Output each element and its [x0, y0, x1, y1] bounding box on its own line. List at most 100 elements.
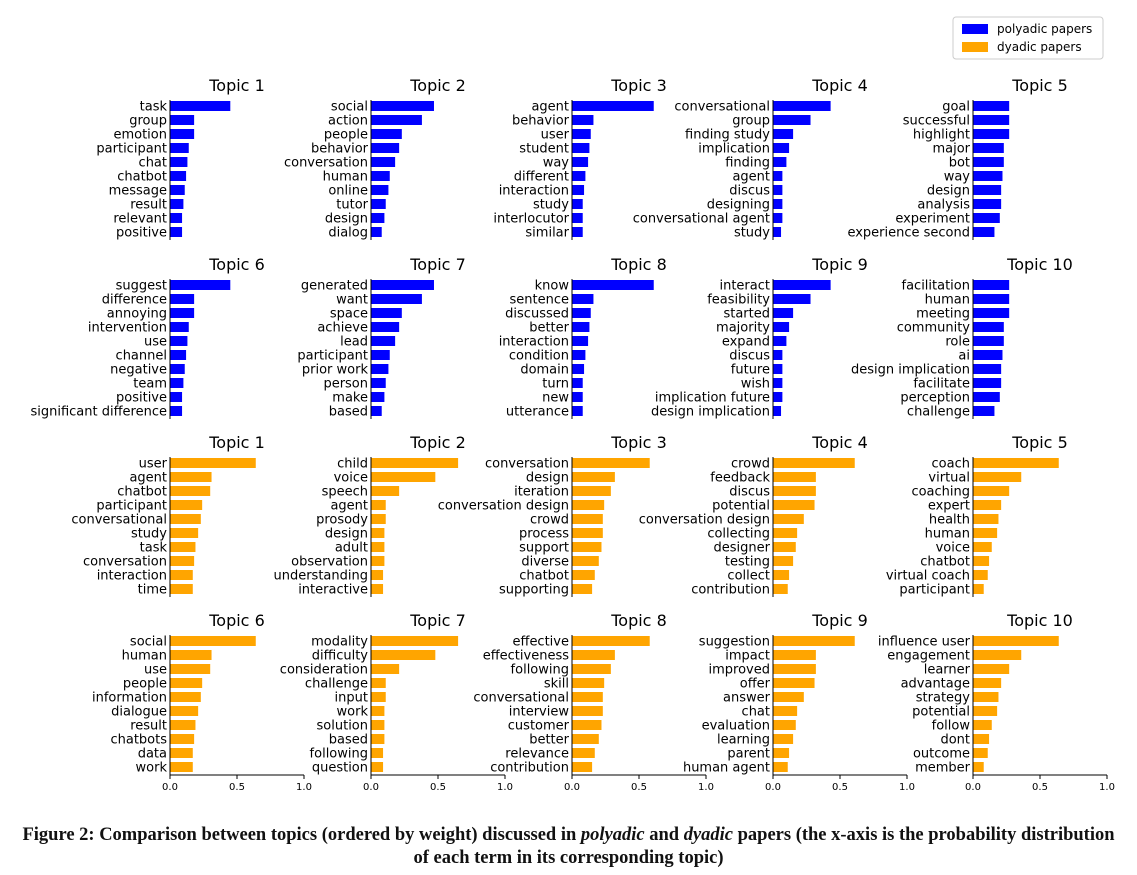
figure-caption: Figure 2: Comparison between topics (ord…: [20, 824, 1117, 870]
bar: [170, 115, 195, 125]
category-label: human agent: [683, 761, 770, 776]
category-label: human: [925, 527, 970, 542]
category-label: collecting: [707, 527, 770, 542]
bar: [773, 364, 783, 374]
bar: [371, 500, 386, 510]
category-label: behavior: [512, 114, 570, 129]
category-label: similar: [525, 226, 569, 241]
bar: [371, 584, 384, 594]
bar: [773, 748, 790, 758]
category-label: message: [109, 184, 167, 199]
category-label: human: [323, 170, 368, 185]
category-label: people: [123, 677, 167, 692]
bar: [170, 322, 189, 332]
category-label: chatbot: [117, 485, 167, 500]
category-label: design: [927, 184, 970, 199]
category-label: know: [535, 279, 570, 294]
bar: [371, 143, 400, 153]
category-label: conversation design: [639, 513, 770, 528]
bar: [572, 528, 603, 538]
category-label: crowd: [530, 513, 569, 528]
category-label: crowd: [731, 457, 770, 472]
category-label: finding: [725, 156, 770, 171]
bar: [170, 706, 199, 716]
bar: [572, 350, 586, 360]
x-tick-label: 0.5: [229, 782, 245, 793]
bar: [773, 458, 855, 468]
category-label: use: [144, 335, 167, 350]
bar: [371, 280, 434, 290]
topic-panel: Topic 5 coachvirtualcoachingexperthealthh…: [886, 433, 1068, 598]
bar: [773, 584, 788, 594]
category-label: study: [131, 527, 167, 542]
bar: [170, 556, 195, 566]
category-label: diverse: [521, 555, 569, 570]
category-label: following: [310, 747, 368, 762]
category-label: health: [929, 513, 970, 528]
category-label: modality: [311, 635, 368, 650]
topic-panel: Topic 7 modalitydifficultyconsiderationch…: [280, 611, 513, 793]
category-label: interaction: [499, 335, 569, 350]
bar: [371, 336, 396, 346]
bar: [572, 678, 605, 688]
category-label: parent: [727, 747, 770, 762]
category-label: student: [519, 142, 569, 157]
category-label: observation: [291, 555, 368, 570]
bar: [773, 143, 790, 153]
bar: [773, 171, 783, 181]
topic-panel: Topic 3 conversationdesigniterationconver…: [438, 433, 667, 598]
category-label: time: [138, 583, 167, 598]
category-label: intervention: [88, 321, 167, 336]
bar: [773, 556, 794, 566]
panel-title: Topic 8: [610, 611, 667, 630]
legend: polyadic papers dyadic papers: [952, 16, 1104, 60]
bar: [371, 227, 382, 237]
bar: [572, 486, 611, 496]
bar: [572, 392, 583, 402]
category-label: prior work: [302, 363, 369, 378]
category-label: group: [732, 114, 770, 129]
category-label: designer: [714, 541, 771, 556]
bar: [572, 748, 595, 758]
bar: [371, 664, 400, 674]
category-label: interview: [509, 705, 570, 720]
bar: [973, 213, 1000, 223]
category-label: suggest: [116, 279, 167, 294]
category-label: chatbot: [920, 555, 970, 570]
bar: [973, 336, 1004, 346]
topic-panel: Topic 6 suggestdifferenceannoyinginterven…: [30, 255, 264, 420]
panel-title: Topic 2: [409, 433, 466, 452]
bar: [170, 280, 231, 290]
bar: [773, 486, 816, 496]
category-label: iteration: [514, 485, 569, 500]
bar: [371, 322, 400, 332]
bar: [170, 472, 212, 482]
category-label: designing: [707, 198, 770, 213]
bar: [973, 762, 984, 772]
caption-suffix: papers (the x-axis is the probability di…: [413, 825, 1115, 868]
category-label: participant: [297, 349, 368, 364]
bar: [170, 734, 195, 744]
legend-frame: [952, 16, 1104, 60]
topic-panel: Topic 8 effectiveeffectivenessfollowingsk…: [473, 611, 714, 793]
bar: [773, 706, 798, 716]
bar: [371, 199, 386, 209]
bar: [973, 185, 1002, 195]
category-label: study: [533, 198, 569, 213]
bar: [572, 636, 650, 646]
bar: [973, 514, 999, 524]
category-label: learner: [924, 663, 971, 678]
category-label: expert: [928, 499, 970, 514]
category-label: child: [337, 457, 368, 472]
bar: [371, 213, 385, 223]
category-label: customer: [508, 719, 570, 734]
bar: [371, 129, 402, 139]
category-label: user: [139, 457, 168, 472]
category-label: generated: [301, 279, 368, 294]
category-label: positive: [116, 391, 167, 406]
category-label: annoying: [107, 307, 167, 322]
bar: [371, 678, 386, 688]
category-label: group: [129, 114, 167, 129]
bar: [773, 514, 804, 524]
x-tick-label: 0.0: [965, 782, 981, 793]
